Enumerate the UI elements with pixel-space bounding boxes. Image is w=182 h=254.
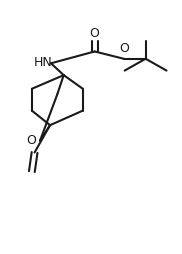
- Text: O: O: [120, 42, 130, 55]
- Text: O: O: [90, 27, 100, 40]
- Text: O: O: [26, 134, 36, 147]
- Text: HN: HN: [33, 56, 52, 69]
